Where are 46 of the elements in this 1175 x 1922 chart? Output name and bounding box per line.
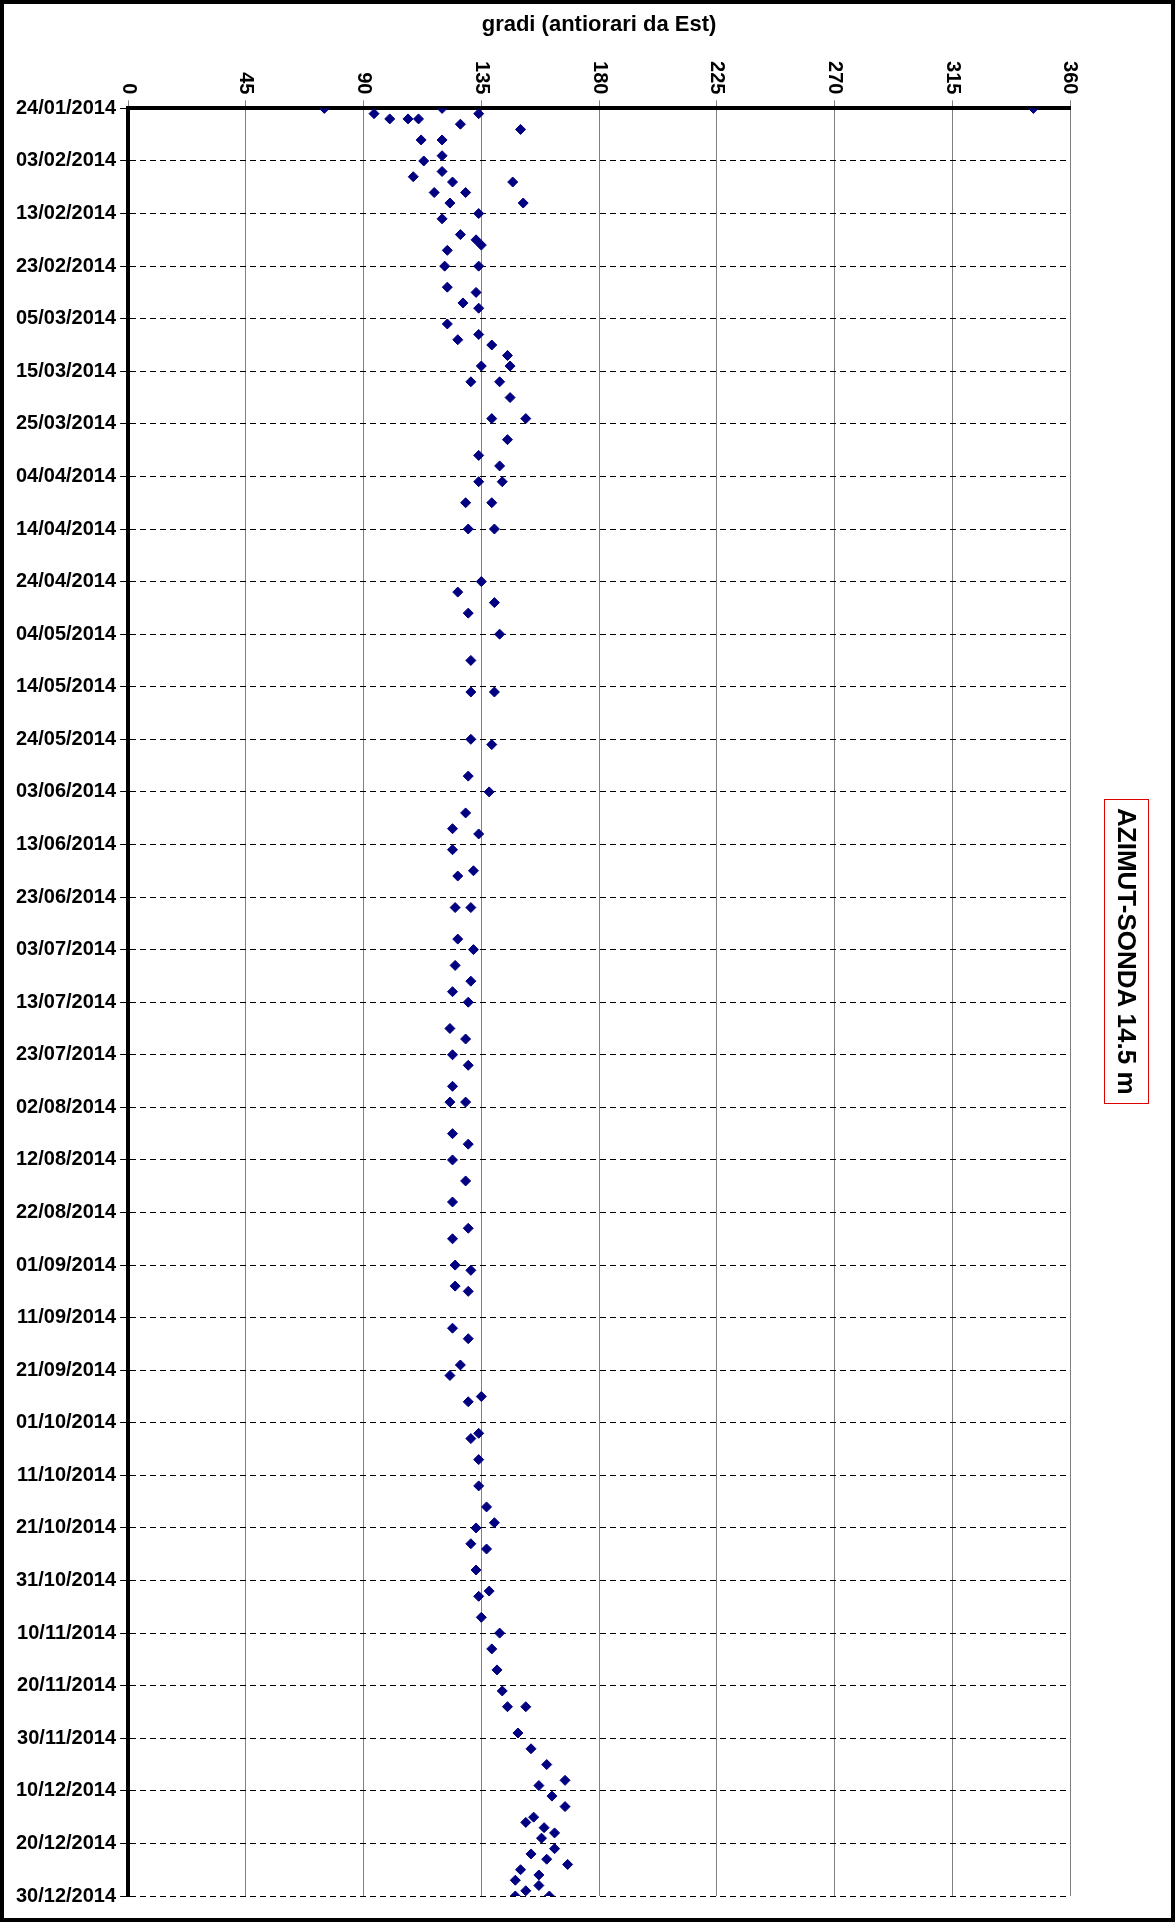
x-tick-label: 180 (589, 61, 612, 95)
y-tick-label: 03/02/2014 (15, 148, 117, 171)
y-tick-label: 12/08/2014 (15, 1147, 117, 1170)
y-tick-label: 22/08/2014 (15, 1200, 117, 1223)
y-tick-label: 30/12/2014 (15, 1883, 117, 1906)
y-tick-label: 20/11/2014 (17, 1673, 117, 1696)
x-tick-label: 45 (236, 72, 259, 95)
y-tick-label: 21/10/2014 (15, 1515, 117, 1538)
y-tick-label: 24/01/2014 (15, 95, 117, 118)
y-tick-label: 01/09/2014 (15, 1252, 117, 1275)
y-tick-label: 03/07/2014 (15, 937, 117, 960)
x-tick-label: 135 (471, 61, 494, 95)
x-tick-label: 360 (1060, 61, 1083, 95)
y-tick-label: 04/04/2014 (15, 463, 117, 486)
y-tick-label: 14/04/2014 (15, 516, 117, 539)
y-tick-label: 03/06/2014 (15, 779, 117, 802)
y-tick-label: 21/09/2014 (15, 1357, 117, 1380)
y-tick-label: 25/03/2014 (15, 411, 117, 434)
y-tick-label: 13/07/2014 (15, 989, 117, 1012)
y-tick-label: 24/04/2014 (15, 569, 117, 592)
x-tick-label: 270 (825, 61, 848, 95)
y-tick-label: 05/03/2014 (15, 306, 117, 329)
x-tick-label: 90 (354, 72, 377, 95)
y-tick-label: 14/05/2014 (15, 674, 117, 697)
y-tick-label: 20/12/2014 (15, 1830, 117, 1853)
y-tick-label: 15/03/2014 (15, 358, 117, 381)
y-tick-label: 23/06/2014 (15, 884, 117, 907)
y-tick-label: 13/06/2014 (15, 831, 117, 854)
text: AZIMUT-SONDA 14.5 m (1104, 799, 1149, 1104)
x-axis-title: gradi (antiorari da Est) (481, 11, 717, 37)
y-tick-label: 11/09/2014 (17, 1305, 117, 1328)
y-tick-label: 10/12/2014 (15, 1778, 117, 1801)
x-tick-label: 225 (707, 61, 730, 95)
y-tick-label: 24/05/2014 (15, 726, 117, 749)
y-tick-label: 01/10/2014 (15, 1410, 117, 1433)
x-tick-label: 315 (942, 61, 965, 95)
y-tick-label: 11/10/2014 (17, 1462, 117, 1485)
y-tick-label: 31/10/2014 (15, 1568, 117, 1591)
y-tick-label: 13/02/2014 (15, 201, 117, 224)
x-tick-label: 0 (118, 83, 141, 95)
y-tick-label: 02/08/2014 (15, 1094, 117, 1117)
y-tick-label: 30/11/2014 (17, 1725, 117, 1748)
y-tick-label: 23/02/2014 (15, 253, 117, 276)
y-tick-label: 04/05/2014 (15, 621, 117, 644)
y-tick-label: 10/11/2014 (17, 1620, 117, 1643)
y-tick-label: 23/07/2014 (15, 1042, 117, 1065)
